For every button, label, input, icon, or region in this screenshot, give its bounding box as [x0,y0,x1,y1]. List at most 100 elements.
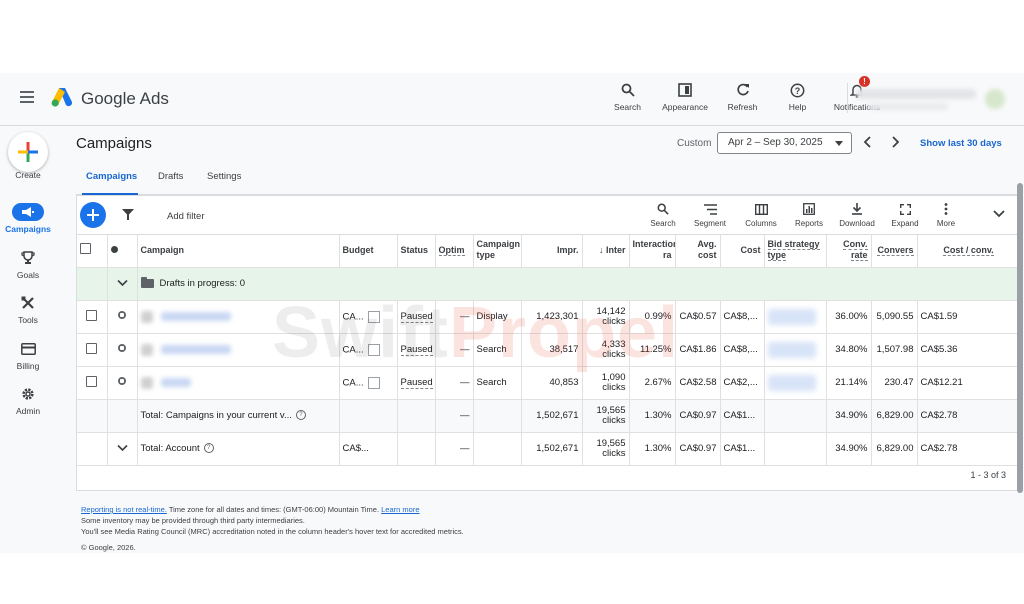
tab-settings[interactable]: Settings [207,171,242,182]
conv-rate-value: 34.80% [826,333,872,367]
header-search-button[interactable]: Search [600,81,655,112]
image-icon [367,310,380,323]
table-search-button[interactable]: Search [642,202,684,228]
header-cost-conv[interactable]: Cost / conv. [917,234,1021,268]
header-campaign-type[interactable]: Campaign type [473,234,522,268]
status-value[interactable]: Paused [400,311,433,323]
search-icon [657,203,669,215]
segment-button[interactable]: Segment [684,202,736,228]
campaign-name-blurred[interactable] [160,378,191,387]
chevron-down-icon[interactable] [993,209,1005,219]
table-row[interactable]: CA... Paused — Search 38,517 4,333 clicks… [77,333,1021,367]
account-name-blurred[interactable] [856,89,976,99]
total-account-conversions: 6,829.00 [871,432,918,466]
table-header-row: Campaign Budget Status Optim Campaign ty… [77,234,1021,268]
status-value[interactable]: Paused [400,344,433,356]
sidenav-label-billing: Billing [16,361,40,371]
filter-icon[interactable] [122,209,134,220]
header-notifications-label: Notifications [833,102,881,112]
row-checkbox[interactable] [86,375,98,387]
header-search-label: Search [614,102,641,112]
credit-card-icon [20,343,36,355]
drafts-row[interactable]: Drafts in progress: 0 [77,267,1021,301]
tab-drafts[interactable]: Drafts [158,171,184,182]
avg-cost-value: CA$2.58 [675,366,721,400]
status-value[interactable]: Paused [400,377,433,389]
sidenav-item-campaigns[interactable]: Campaigns [0,203,56,234]
header-appearance-button[interactable]: Appearance [655,81,715,112]
budget-value: CA... [342,377,364,389]
conv-rate-value: 36.00% [826,300,872,334]
header-conv-rate[interactable]: Conv. rate [826,234,872,268]
cost-value: CA$2,... [720,366,765,400]
header-help-button[interactable]: ? Help [770,81,825,112]
interactions-unit: clicks [602,315,626,327]
more-button[interactable]: More [928,202,964,228]
date-range-select[interactable]: Apr 2 – Sep 30, 2025 [717,132,852,154]
reporting-not-real-time-link[interactable]: Reporting is not real-time. [81,505,167,514]
row-checkbox[interactable] [86,309,98,321]
header-interactions[interactable]: ↓ Inter [582,234,630,268]
chevron-right-icon[interactable] [888,135,902,149]
campaign-name-blurred[interactable] [160,345,231,354]
header-avg-cost[interactable]: Avg. cost [675,234,721,268]
cost-conv-value: CA$5.36 [917,333,1021,367]
total-account-cost-conv: CA$2.78 [917,432,1021,466]
more-label: More [936,219,956,228]
add-campaign-button[interactable] [80,202,106,228]
budget-value: CA... [342,311,364,323]
optim-value: — [435,366,474,400]
header-conversions[interactable]: Convers [871,234,918,268]
header-refresh-button[interactable]: Refresh [715,81,770,112]
conv-rate-value: 21.14% [826,366,872,400]
paused-status-icon [118,311,126,319]
total-interactions: 19,565 clicks [586,405,625,426]
date-range-value: Apr 2 – Sep 30, 2025 [728,137,823,148]
header-conv-rate-label: Conv. rate [843,239,868,262]
header-status[interactable]: Status [397,234,436,268]
header-cost[interactable]: Cost [720,234,765,268]
table-row[interactable]: CA... Paused — Search 40,853 1,090 clicks… [77,366,1021,400]
google-ads-window: Google Ads Search Appearance Refresh ? H… [0,73,1024,553]
more-vert-icon [944,203,948,215]
segment-icon [703,203,717,215]
sidenav-item-goals[interactable]: Goals [0,249,56,280]
header-select-all[interactable] [77,234,108,268]
header-optim[interactable]: Optim [435,234,474,268]
cost-conv-value: CA$12.21 [917,366,1021,400]
tab-campaigns[interactable]: Campaigns [86,171,138,182]
header-budget[interactable]: Budget [339,234,398,268]
header-bid-strategy[interactable]: Bid strategy type [764,234,827,268]
help-icon[interactable]: ? [295,410,306,421]
chevron-left-icon[interactable] [861,135,875,149]
avatar[interactable] [985,89,1005,109]
chevron-down-icon[interactable] [116,444,128,452]
header-interaction-rate[interactable]: Interaction ra [629,234,676,268]
show-last-30-days-link[interactable]: Show last 30 days [920,138,1002,149]
sidenav-item-tools[interactable]: Tools [0,294,56,325]
create-button[interactable] [8,132,48,172]
campaign-name-blurred[interactable] [160,312,231,321]
chevron-down-icon[interactable] [116,279,128,287]
header-impr[interactable]: Impr. [521,234,583,268]
conversions-value: 230.47 [871,366,918,400]
scrollbar[interactable] [1017,183,1023,493]
active-tab-indicator [82,193,138,195]
reports-icon [803,203,815,215]
interactions-number: 14,142 [596,305,626,317]
table-row[interactable]: CA... Paused — Display 1,423,301 14,142 c… [77,300,1021,334]
campaign-type-value: Search [473,333,522,367]
download-button[interactable]: Download [832,202,882,228]
header-campaign[interactable]: Campaign [137,234,340,268]
help-icon[interactable]: ? [203,443,214,454]
reports-button[interactable]: Reports [786,202,832,228]
sidenav-item-admin[interactable]: Admin [0,385,56,416]
columns-button[interactable]: Columns [736,202,786,228]
sidenav-item-billing[interactable]: Billing [0,340,56,371]
menu-icon[interactable] [20,91,34,103]
row-checkbox[interactable] [86,342,98,354]
select-all-checkbox[interactable] [80,243,91,255]
learn-more-link[interactable]: Learn more [381,505,420,514]
expand-button[interactable]: Expand [882,202,928,228]
add-filter-button[interactable]: Add filter [167,211,205,222]
